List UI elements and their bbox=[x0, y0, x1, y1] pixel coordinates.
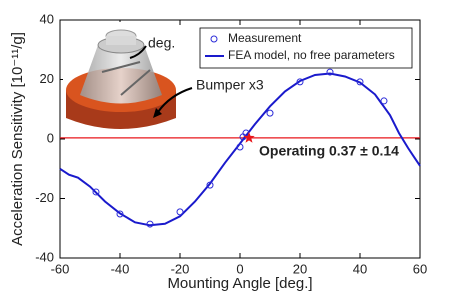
measurement-point bbox=[356, 78, 364, 86]
measurement-point bbox=[296, 78, 304, 86]
measurement-point bbox=[176, 208, 184, 216]
x-tick-label: -20 bbox=[171, 261, 190, 276]
measurement-point bbox=[116, 210, 124, 218]
measurement-point bbox=[146, 220, 154, 228]
y-tick-label: 20 bbox=[40, 71, 54, 86]
x-tick-label: -40 bbox=[111, 261, 130, 276]
inset-label: Bumper x3 bbox=[196, 77, 264, 93]
y-tick-label: 0 bbox=[47, 130, 54, 145]
inset-photo bbox=[63, 22, 193, 134]
y-tick-label: 40 bbox=[40, 11, 54, 26]
x-tick-label: 40 bbox=[353, 261, 367, 276]
x-tick-label: -60 bbox=[51, 261, 70, 276]
legend-label: FEA model, no free parameters bbox=[228, 48, 395, 62]
measurement-point bbox=[380, 97, 388, 105]
measurement-point bbox=[92, 188, 100, 196]
x-axis-label: Mounting Angle [deg.] bbox=[167, 275, 312, 292]
measurement-point bbox=[326, 68, 334, 76]
legend-marker bbox=[210, 35, 218, 43]
y-axis-label: Acceleration Sensitivity [10⁻¹¹/g] bbox=[9, 32, 26, 246]
x-tick-label: 20 bbox=[293, 261, 307, 276]
y-tick-label: -40 bbox=[35, 249, 54, 264]
y-tick-label: -20 bbox=[35, 190, 54, 205]
operating-label: Operating 0.37 ± 0.14 bbox=[259, 143, 399, 159]
x-tick-label: 60 bbox=[413, 261, 427, 276]
legend-box bbox=[199, 27, 413, 69]
legend-label: Measurement bbox=[228, 31, 302, 45]
operating-point bbox=[243, 131, 255, 143]
inset-label: deg. bbox=[148, 35, 175, 51]
model-line bbox=[59, 72, 421, 227]
measurement-point bbox=[266, 109, 274, 117]
measurement-point bbox=[236, 143, 244, 151]
x-tick-label: 0 bbox=[236, 261, 243, 276]
measurement-point bbox=[206, 181, 214, 189]
